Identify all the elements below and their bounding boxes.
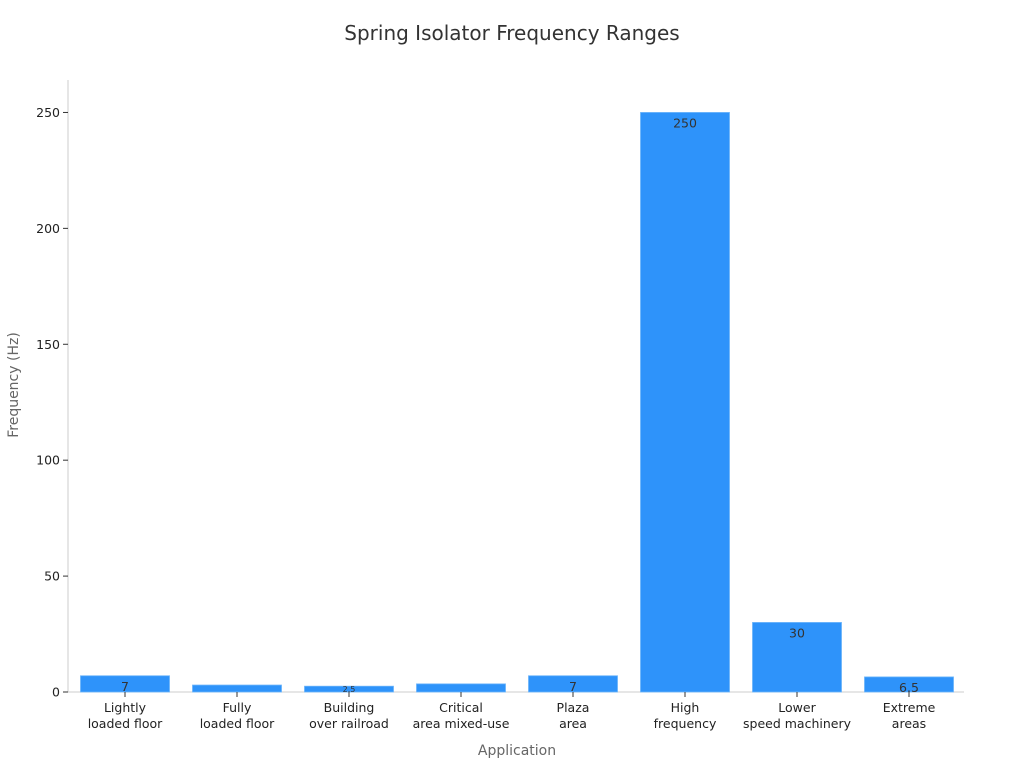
bar-data-label-2: 2.5 — [343, 685, 356, 694]
x-axis-ticks: Lightly loaded floor Fully loaded floor Buil… — [88, 692, 936, 731]
bar-data-label-4: 7 — [569, 679, 577, 694]
bar-data-labels: 7 2.5 7 250 30 6.5 — [121, 115, 919, 694]
y-tick-label-0: 0 — [52, 685, 60, 700]
chart-title: Spring Isolator Frequency Ranges — [344, 21, 679, 45]
x-axis-title: Application — [478, 743, 556, 759]
x-tick-label-2: Building over railroad — [309, 700, 389, 731]
bar-1 — [192, 684, 282, 693]
bar-data-label-6: 30 — [789, 625, 805, 640]
x-tick-label-5: High frequency — [654, 700, 717, 731]
x-tick-label-0: Lightly loaded floor — [88, 700, 163, 731]
x-tick-label-7: Extreme areas — [883, 700, 936, 731]
axes — [67, 80, 964, 693]
x-tick-label-3: Critical area mixed-use — [413, 700, 510, 731]
bar-5 — [640, 112, 730, 693]
y-tick-label-100: 100 — [36, 453, 60, 468]
x-tick-label-6: Lower speed machinery — [743, 700, 852, 731]
y-tick-label-200: 200 — [36, 221, 60, 236]
y-tick-label-150: 150 — [36, 337, 60, 352]
y-axis-ticks: 0 50 100 150 200 250 — [36, 105, 68, 700]
bar-data-label-7: 6.5 — [899, 680, 919, 695]
y-tick-label-50: 50 — [44, 569, 60, 584]
y-axis-title: Frequency (Hz) — [6, 332, 22, 438]
x-tick-label-4: Plaza area — [557, 700, 590, 731]
x-tick-label-1: Fully loaded floor — [200, 700, 275, 731]
y-tick-label-250: 250 — [36, 105, 60, 120]
bar-6 — [752, 622, 842, 693]
bar-data-label-0: 7 — [121, 679, 129, 694]
bar-data-label-5: 250 — [673, 115, 697, 130]
bar-3 — [416, 683, 506, 693]
bars — [80, 112, 954, 693]
